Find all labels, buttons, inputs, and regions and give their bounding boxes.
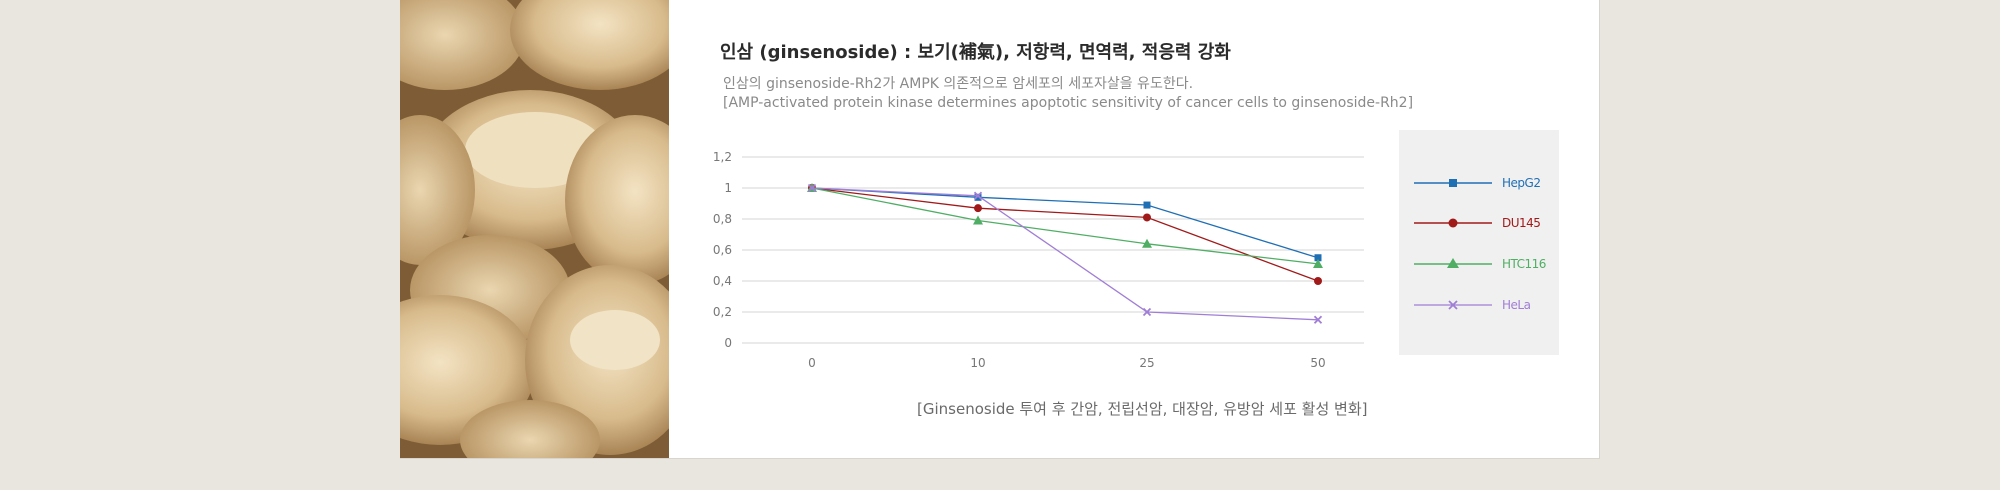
x-tick-label: 10 (970, 356, 985, 370)
circle-marker-icon (1414, 218, 1492, 228)
legend-label-hela: HeLa (1502, 298, 1531, 312)
x-tick-label: 50 (1310, 356, 1325, 370)
ginseng-image (400, 0, 669, 458)
subtitle-line-1: 인삼의 ginsenoside-Rh2가 AMPK 의존적으로 암세포의 세포자… (723, 76, 1194, 92)
chart-panel: 인삼 (ginsenoside) : 보기(補氣), 저항력, 면역력, 적응력… (669, 0, 1599, 458)
ginseng-photo (400, 0, 669, 458)
data-point-hepg2 (1314, 254, 1322, 262)
subtitle-line-2: [AMP-activated protein kinase determines… (723, 95, 1414, 111)
content-card: 인삼 (ginsenoside) : 보기(補氣), 저항력, 면역력, 적응력… (400, 0, 1600, 459)
legend-item-htc116: HTC116 (1414, 254, 1554, 274)
page-title: 인삼 (ginsenoside) : 보기(補氣), 저항력, 면역력, 적응력… (720, 42, 1231, 63)
chart-caption: [Ginsenoside 투여 후 간암, 전립선암, 대장암, 유방암 세포 … (917, 400, 1368, 418)
data-point-hela (973, 191, 983, 200)
data-point-hela (1142, 307, 1152, 317)
x-tick-label: 0 (808, 356, 816, 370)
series-line-du145 (811, 187, 1319, 282)
y-tick-label: 0,8 (713, 212, 732, 226)
y-tick-label: 0,4 (713, 274, 732, 288)
legend-item-hepg2: HepG2 (1414, 173, 1554, 193)
line-chart: 0 0,2 0,4 0,6 0,8 1 1,2 0 10 25 50 (713, 150, 1364, 370)
series-line-htc116 (811, 187, 1319, 265)
data-point-htc116 (1313, 258, 1323, 268)
data-point-du145 (1143, 213, 1151, 222)
data-point-htc116 (1142, 238, 1152, 248)
y-tick-label: 0 (724, 336, 732, 350)
y-tick-label: 0,6 (713, 243, 732, 257)
legend-label-htc116: HTC116 (1502, 257, 1546, 271)
square-marker-icon (1414, 179, 1492, 187)
y-tick-label: 1 (724, 181, 732, 195)
data-point-hepg2 (974, 193, 982, 201)
data-point-hela (1313, 315, 1323, 324)
x-tick-label: 25 (1139, 356, 1154, 370)
triangle-marker-icon (1414, 258, 1492, 268)
data-point-htc116 (973, 215, 983, 225)
data-point-hepg2 (1143, 201, 1151, 209)
data-point-hela (807, 183, 817, 193)
x-marker-icon (1414, 300, 1492, 310)
chart-legend: HepG2 DU145 HTC116 (1399, 130, 1559, 355)
y-tick-label: 1,2 (713, 150, 732, 164)
legend-item-hela: HeLa (1414, 295, 1554, 315)
data-point-du145 (974, 204, 982, 213)
legend-label-du145: DU145 (1502, 216, 1541, 230)
data-point-du145 (1314, 277, 1322, 285)
series-line-hela (811, 187, 1319, 321)
y-tick-label: 0,2 (713, 305, 732, 319)
legend-item-du145: DU145 (1414, 213, 1554, 233)
series-line-hepg2 (811, 187, 1319, 259)
legend-label-hepg2: HepG2 (1502, 176, 1541, 190)
